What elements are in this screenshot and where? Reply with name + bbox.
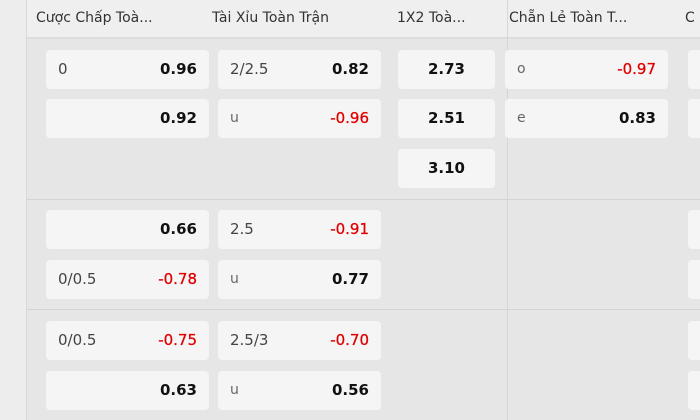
next-market-cell[interactable] xyxy=(688,50,700,89)
odd-even-odds-cell[interactable]: e 0.83 xyxy=(505,99,668,138)
line-label: u xyxy=(230,271,239,287)
over-under-odds-cell[interactable]: u -0.96 xyxy=(218,99,381,138)
left-gutter xyxy=(0,0,27,420)
over-under-odds-cell[interactable]: 2/2.5 0.82 xyxy=(218,50,381,89)
odds-value: 0.82 xyxy=(331,60,369,78)
next-market-cell[interactable] xyxy=(688,371,700,410)
header-1x2[interactable]: 1X2 Toà... xyxy=(397,10,466,26)
1x2-odds-cell[interactable]: 3.10 xyxy=(398,149,495,188)
row-divider xyxy=(27,199,700,200)
odds-value: -0.78 xyxy=(158,270,197,288)
header-next[interactable]: C xyxy=(685,10,695,26)
line-label: 2/2.5 xyxy=(230,60,269,78)
next-market-cell[interactable] xyxy=(688,99,700,138)
line-label: 0/0.5 xyxy=(58,331,97,349)
odds-value: -0.75 xyxy=(158,331,197,349)
line-label: 0/0.5 xyxy=(58,270,97,288)
odds-value: 2.51 xyxy=(427,109,465,127)
market-header: Cược Chấp Toà... Tài Xỉu Toàn Trận 1X2 T… xyxy=(27,0,700,39)
line-label: e xyxy=(517,110,526,126)
handicap-odds-cell[interactable]: 0/0.5 -0.75 xyxy=(46,321,209,360)
odds-value: 0.83 xyxy=(618,109,656,127)
over-under-odds-cell[interactable]: 2.5/3 -0.70 xyxy=(218,321,381,360)
over-under-odds-cell[interactable]: u 0.77 xyxy=(218,260,381,299)
odds-value: 0.63 xyxy=(159,381,197,399)
line-label: o xyxy=(517,61,526,77)
next-market-cell[interactable] xyxy=(688,210,700,249)
odds-value: -0.70 xyxy=(330,331,369,349)
handicap-odds-cell[interactable]: 0.63 xyxy=(46,371,209,410)
row-divider xyxy=(27,309,700,310)
odds-value: -0.97 xyxy=(617,60,656,78)
handicap-odds-cell[interactable]: 0/0.5 -0.78 xyxy=(46,260,209,299)
over-under-odds-cell[interactable]: 2.5 -0.91 xyxy=(218,210,381,249)
header-odd-even[interactable]: Chẵn Lẻ Toàn T... xyxy=(509,10,628,26)
over-under-odds-cell[interactable]: u 0.56 xyxy=(218,371,381,410)
column-divider xyxy=(507,0,508,420)
line-label: 2.5 xyxy=(230,220,254,238)
next-market-cell[interactable] xyxy=(688,321,700,360)
odds-value: 0.92 xyxy=(159,109,197,127)
header-over-under[interactable]: Tài Xỉu Toàn Trận xyxy=(212,10,329,26)
odds-value: -0.91 xyxy=(330,220,369,238)
odds-value: 3.10 xyxy=(427,159,465,177)
handicap-odds-cell[interactable]: 0.92 xyxy=(46,99,209,138)
odds-value: 0.77 xyxy=(331,270,369,288)
odds-value: 2.73 xyxy=(427,60,465,78)
odd-even-odds-cell[interactable]: o -0.97 xyxy=(505,50,668,89)
odds-value: 0.96 xyxy=(159,60,197,78)
odds-value: 0.56 xyxy=(331,381,369,399)
header-handicap[interactable]: Cược Chấp Toà... xyxy=(36,10,153,26)
odds-value: -0.96 xyxy=(330,109,369,127)
odds-value: 0.66 xyxy=(159,220,197,238)
line-label: u xyxy=(230,382,239,398)
handicap-odds-cell[interactable]: 0 0.96 xyxy=(46,50,209,89)
1x2-odds-cell[interactable]: 2.73 xyxy=(398,50,495,89)
line-label: 2.5/3 xyxy=(230,331,269,349)
line-label: 0 xyxy=(58,60,68,78)
next-market-cell[interactable] xyxy=(688,260,700,299)
handicap-odds-cell[interactable]: 0.66 xyxy=(46,210,209,249)
line-label: u xyxy=(230,110,239,126)
1x2-odds-cell[interactable]: 2.51 xyxy=(398,99,495,138)
